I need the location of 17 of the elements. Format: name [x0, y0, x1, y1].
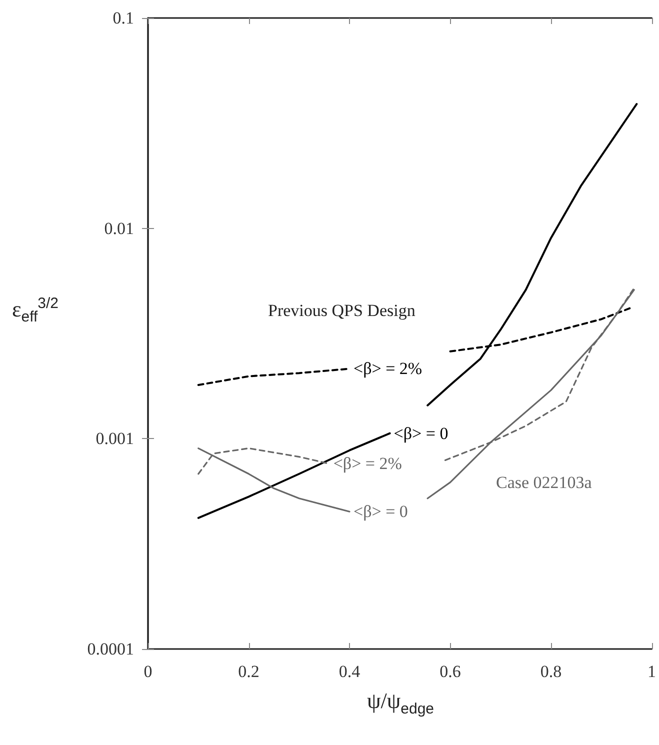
annotation: Case 022103a [496, 473, 592, 492]
y-tick-label: 0.0001 [87, 640, 134, 658]
x-axis-title: ψ/ψ$_{edge}$ [366, 688, 436, 718]
series-label: <β> = 0 [394, 424, 448, 443]
series-label: <β> = 0 [354, 502, 408, 522]
x-tick-label: 0.2 [238, 662, 260, 681]
y-tick-label: 0.001 [96, 429, 134, 448]
annotation: Previous QPS Design [268, 301, 416, 320]
x-tick-label: 0 [144, 662, 152, 681]
y-tick-label: 0.1 [112, 8, 134, 28]
x-tick-label: 0.8 [540, 662, 562, 681]
x-tick-label: 1 [648, 662, 656, 681]
series-label: <β> = 2% [354, 359, 422, 378]
x-tick-label: 0.6 [440, 662, 461, 681]
series-label: <β> = 2% [333, 454, 402, 474]
y-tick-label: 0.01 [104, 218, 134, 238]
x-tick-label: 0.4 [338, 662, 361, 681]
